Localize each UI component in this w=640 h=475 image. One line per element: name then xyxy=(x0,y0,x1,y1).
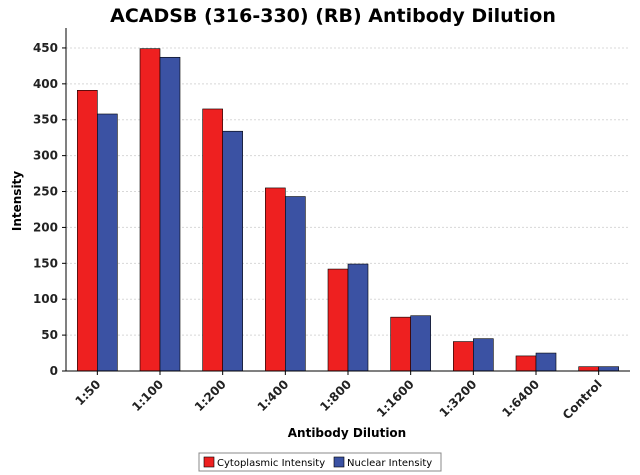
y-tick-label: 400 xyxy=(33,77,58,91)
bar-cytoplasmic-5 xyxy=(390,316,411,372)
y-tick-label: 300 xyxy=(33,149,58,163)
y-axis-label: Intensity xyxy=(10,171,24,231)
y-tick-label: 200 xyxy=(33,220,58,234)
bar-cytoplasmic-2 xyxy=(202,108,223,372)
legend-swatch xyxy=(333,456,345,468)
bar-cytoplasmic-7 xyxy=(515,355,537,372)
bar-cytoplasmic-1 xyxy=(139,48,161,372)
bar-cytoplasmic-0 xyxy=(77,90,98,372)
bar-nuclear-1 xyxy=(159,56,181,372)
legend-label: Cytoplasmic Intensity xyxy=(217,458,325,469)
y-tick-label: 150 xyxy=(33,256,58,270)
bar-nuclear-8 xyxy=(598,366,619,372)
x-axis-label: Antibody Dilution xyxy=(288,426,406,440)
bar-cytoplasmic-3 xyxy=(265,187,286,372)
x-tick-label: 1:50 xyxy=(72,377,103,408)
x-tick-label: 1:3200 xyxy=(437,377,480,420)
x-tick-label: 1:200 xyxy=(192,377,229,414)
y-tick-label: 350 xyxy=(33,113,58,127)
bars-layer xyxy=(77,48,619,372)
x-tick-label: 1:1600 xyxy=(374,377,417,420)
bar-nuclear-3 xyxy=(285,196,306,372)
x-tick-label: Control xyxy=(560,377,605,422)
legend-swatch xyxy=(203,456,215,468)
bar-nuclear-4 xyxy=(347,263,369,372)
legend: Cytoplasmic Intensity Nuclear Intensity xyxy=(198,452,442,472)
bar-cytoplasmic-6 xyxy=(453,341,474,372)
bar-cytoplasmic-4 xyxy=(327,268,349,372)
bar-cytoplasmic-8 xyxy=(578,366,599,372)
chart-title: ACADSB (316-330) (RB) Antibody Dilution xyxy=(110,5,556,27)
x-tick-label: 1:800 xyxy=(317,377,354,414)
y-tick-label: 250 xyxy=(33,185,58,199)
legend-box xyxy=(198,452,442,472)
x-tick-label: 1:400 xyxy=(255,377,292,414)
legend-label: Nuclear Intensity xyxy=(347,458,432,469)
y-tick-label: 50 xyxy=(41,328,58,342)
x-tick-label: 1:6400 xyxy=(499,377,542,420)
bar-nuclear-0 xyxy=(97,113,118,372)
y-tick-label: 0 xyxy=(50,364,58,378)
y-tick-label: 100 xyxy=(33,292,58,306)
bar-nuclear-5 xyxy=(410,315,431,372)
x-tick-label: 1:100 xyxy=(129,377,166,414)
bar-nuclear-6 xyxy=(473,338,494,372)
y-tick-label: 450 xyxy=(33,41,58,55)
bar-nuclear-7 xyxy=(535,352,557,372)
bar-nuclear-2 xyxy=(222,130,243,372)
